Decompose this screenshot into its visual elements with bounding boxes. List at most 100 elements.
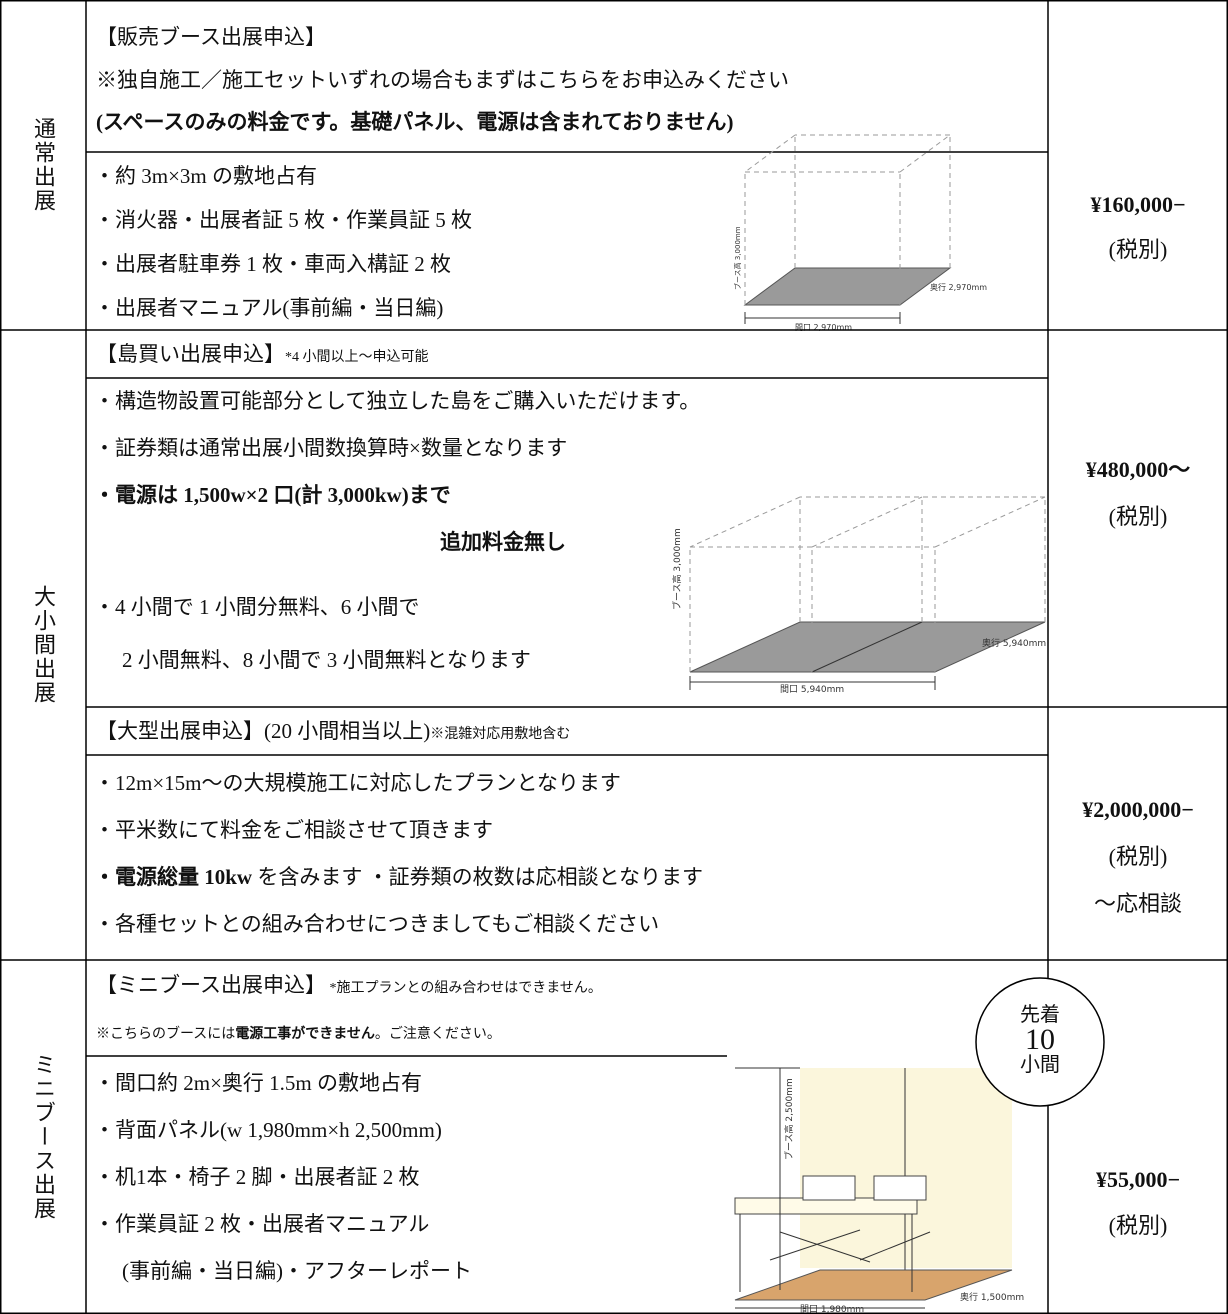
item-line: ・構造物設置可能部分として独立した島をご購入いただけます。 [94, 381, 700, 421]
item-line: ・作業員証 2 枚・出展者マニュアル [94, 1204, 429, 1244]
item-line: (事前編・当日編)・アフターレポート [122, 1251, 472, 1291]
section-label: 通常出展 [31, 117, 56, 213]
diagram-edge [779, 1231, 871, 1263]
diagram-edge [811, 496, 923, 548]
item-line: ・間口約 2m×奥行 1.5m の敷地占有 [94, 1063, 422, 1103]
text-run: ・12m×15m～の大規模施工に対応したプランとなります [94, 771, 621, 795]
text-run: 【ミニブース出展申込】 [96, 973, 326, 997]
text-run: ・構造物設置可能部分として独立した島をご購入いただけます。 [94, 389, 701, 413]
text-run: 2 小間無料、8 小間で 3 小間無料となります [122, 648, 531, 672]
text-run: 。ご注意ください。 [374, 1027, 501, 1042]
badge: 先着 10 小間 [978, 1004, 1102, 1076]
item-line: ・消火器・出展者証 5 枚・作業員証 5 枚 [94, 200, 472, 240]
diagram-edge [744, 134, 796, 173]
diagram-edge [769, 1229, 861, 1261]
text-run: (スペースのみの料金です。基礎パネル、電源は含まれておりません) [96, 110, 734, 134]
price-line: ¥55,000− [1095, 1167, 1181, 1192]
item-line: ・背面パネル(w 1,980mm×h 2,500mm) [94, 1110, 442, 1150]
section-label: ミニブース出展 [31, 1053, 56, 1221]
text-run: ・電源は 1,500w×2 口(計 3,000kw)まで [94, 483, 451, 507]
diagram-edge [811, 621, 923, 673]
item-line: 追加料金無し [440, 522, 566, 562]
text-run: ・間口約 2m×奥行 1.5m の敷地占有 [94, 1071, 423, 1095]
diagram-label: 間口 1,980mm [800, 1304, 864, 1314]
price-line: ¥2,000,000− [1082, 797, 1194, 822]
text-run: 【販売ブース出展申込】 [96, 25, 326, 49]
badge-circle [975, 977, 1105, 1107]
text-run: ・消火器・出展者証 5 枚・作業員証 5 枚 [94, 208, 472, 232]
text-run: ・各種セットとの組み合わせにつきましてもご相談ください [94, 912, 660, 936]
item-line: ・机1本・椅子 2 脚・出展者証 2 枚 [94, 1157, 420, 1197]
text-run: 【大型出展申込】(20 小間相当以上) [96, 719, 431, 743]
text-run: ・背面パネル(w 1,980mm×h 2,500mm) [94, 1118, 442, 1142]
text-run: ・4 小間で 1 小間分無料、6 小間で [94, 595, 420, 619]
diagram-label: ブース高 3,000mm [671, 528, 683, 610]
text-run: ・出展者駐車券 1 枚・車両入構証 2 枚 [94, 252, 451, 276]
header-line: 【大型出展申込】(20 小間相当以上)※混雑対応用敷地含む [96, 711, 570, 751]
price-line: ¥480,000〜 [1085, 457, 1191, 482]
text-run: ・約 3m×3m の敷地占有 [94, 164, 318, 188]
badge-text: 小間 [1020, 1054, 1060, 1076]
price-line: (税別) [1108, 844, 1168, 869]
text-run: ※独自施工／施工セットいずれの場合もまずはこちらをお申込みください [96, 68, 789, 92]
section-label: 大小間出展 [31, 585, 56, 705]
item-line: ・4 小間で 1 小間分無料、6 小間で [94, 587, 420, 627]
diagram-edge [899, 134, 951, 173]
item-line: ・電源総量 10kw を含みます ・証券類の枚数は応相談となります [94, 857, 703, 897]
booth-floor [743, 267, 952, 306]
chair [873, 1175, 927, 1201]
diagram-edge [689, 496, 801, 548]
diagram-label: 奥行 2,970mm [930, 282, 987, 292]
text-run: 【島買い出展申込】 [96, 342, 285, 366]
item-line: ・各種セットとの組み合わせにつきましてもご相談ください [94, 904, 659, 944]
item-line: ・電源は 1,500w×2 口(計 3,000kw)まで [94, 475, 451, 515]
badge-text: 10 [1025, 1023, 1055, 1056]
diagram-edge [859, 1231, 931, 1261]
booth-floor [734, 1269, 1013, 1301]
diagram-label: 間口 5,940mm [780, 684, 844, 695]
diagram-label: ブース高 2,500mm [783, 1078, 795, 1160]
text-run: (事前編・当日編)・アフターレポート [122, 1259, 472, 1283]
diagram-edge [934, 496, 1046, 548]
item-line: ・出展者マニュアル(事前編・当日編) [94, 288, 443, 328]
text-run: ※こちらのブースには [96, 1027, 236, 1042]
text-run: ・机1本・椅子 2 脚・出展者証 2 枚 [94, 1165, 420, 1189]
text-run: ・証券類は通常出展小間数換算時×数量となります [94, 436, 568, 460]
header-line: 【販売ブース出展申込】 [96, 17, 326, 57]
text-run: *施工プランとの組み合わせはできません。 [325, 981, 602, 996]
price-line: ～応相談 [1093, 891, 1182, 916]
item-line: ・証券類は通常出展小間数換算時×数量となります [94, 428, 567, 468]
item-line: ・約 3m×3m の敷地占有 [94, 156, 317, 196]
price-line: ¥160,000− [1090, 192, 1186, 217]
item-line: ・平米数にて料金をご相談させて頂きます [94, 810, 493, 850]
diagram-label: 間口 2,970mm [795, 323, 852, 332]
diagram-label: 奥行 1,500mm [960, 1291, 1024, 1303]
text-run: ・電源総量 10kw [94, 865, 253, 889]
header-line: 【ミニブース出展申込】 *施工プランとの組み合わせはできません。 [96, 965, 602, 1005]
header-line: (スペースのみの料金です。基礎パネル、電源は含まれておりません) [96, 102, 733, 142]
text-run: *4 小間以上～申込可能 [285, 350, 429, 365]
price-line: (税別) [1108, 237, 1168, 262]
text-run: ・平米数にて料金をご相談させて頂きます [94, 818, 493, 842]
text-run: 電源工事ができません [235, 1027, 375, 1042]
item-line: 2 小間無料、8 小間で 3 小間無料となります [122, 640, 531, 680]
header-line: ※独自施工／施工セットいずれの場合もまずはこちらをお申込みください [96, 60, 789, 100]
text-run: ・出展者マニュアル(事前編・当日編) [94, 296, 444, 320]
back-panel [800, 1068, 1012, 1268]
badge-text: 先着 [1020, 1004, 1060, 1026]
diagram-label: 奥行 5,940mm [982, 637, 1046, 649]
text-run: ・作業員証 2 枚・出展者マニュアル [94, 1212, 430, 1236]
header-line: 【島買い出展申込】*4 小間以上～申込可能 [96, 334, 429, 374]
item-line: ・出展者駐車券 1 枚・車両入構証 2 枚 [94, 244, 451, 284]
item-line: ・12m×15m～の大規模施工に対応したプランとなります [94, 763, 621, 803]
text-run: ※混雑対応用敷地含む [430, 727, 571, 742]
header-line: ※こちらのブースには電源工事ができません。ご注意ください。 [96, 1011, 501, 1051]
price-line: (税別) [1108, 504, 1168, 529]
price-line: (税別) [1108, 1213, 1168, 1238]
text-run: 追加料金無し [440, 530, 566, 554]
text-run: を含みます ・証券類の枚数は応相談となります [252, 865, 703, 889]
chair [802, 1175, 856, 1201]
